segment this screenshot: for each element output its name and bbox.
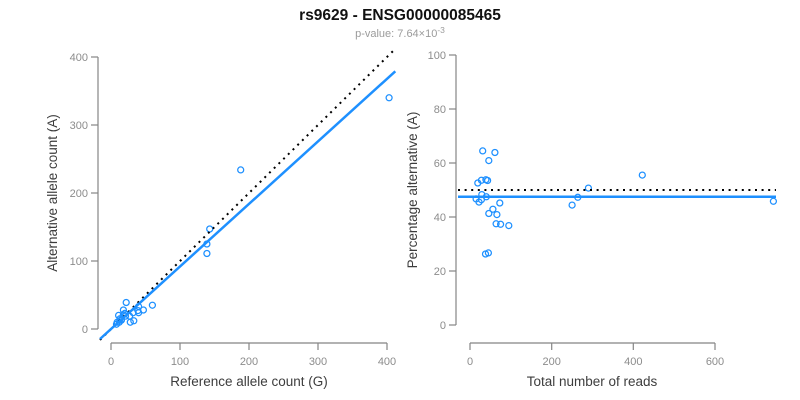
data-point xyxy=(484,249,493,257)
data-point xyxy=(505,221,513,230)
data-point xyxy=(479,147,487,155)
data-point xyxy=(475,198,483,206)
figure-title: rs9629 - ENSG00000085465 xyxy=(299,7,501,24)
data-point xyxy=(496,220,505,228)
x-tick-label: 100 xyxy=(171,356,189,368)
figure-subtitle: p-value: 7.64×10-3 xyxy=(355,25,445,40)
data-point xyxy=(121,312,130,320)
data-point xyxy=(117,316,126,324)
data-point xyxy=(485,209,493,218)
x-tick-label: 0 xyxy=(108,356,114,368)
fit-line xyxy=(99,70,397,340)
data-point xyxy=(206,225,214,233)
y-tick-label: 60 xyxy=(434,158,446,170)
data-point xyxy=(489,205,497,213)
left-axes: 0 100 200 300 400 0 100 200 300 400 xyxy=(70,52,397,368)
data-point xyxy=(139,306,148,314)
scatter-pct-vs-reads: 0 20 40 60 80 100 0 200 400 600 Total number of r… xyxy=(405,50,778,389)
data-point xyxy=(203,249,211,258)
data-point xyxy=(130,317,138,325)
x-tick-label: 200 xyxy=(543,356,561,368)
y-tick-label: 0 xyxy=(440,320,446,332)
scatter-ref-vs-alt: 0 100 200 300 400 0 100 200 300 400 Reference all… xyxy=(45,48,397,389)
right-data-marks xyxy=(458,147,778,258)
y-tick-label: 100 xyxy=(428,50,446,62)
left-x-axis-title: Reference allele count (G) xyxy=(170,374,328,389)
x-tick-label: 200 xyxy=(240,356,258,368)
data-point xyxy=(385,94,393,102)
data-point xyxy=(237,166,245,174)
pvalue-text: p-value: 7.64×10 xyxy=(355,28,437,40)
data-point xyxy=(568,201,576,209)
left-data-marks xyxy=(99,48,397,341)
data-point xyxy=(485,156,493,165)
data-point xyxy=(115,318,123,326)
data-point xyxy=(483,176,492,185)
identity-line xyxy=(99,48,397,341)
data-point xyxy=(119,306,128,314)
data-point xyxy=(496,199,504,207)
data-point xyxy=(584,184,593,192)
data-point xyxy=(638,171,646,179)
pvalue-exponent: -3 xyxy=(437,25,445,35)
data-point xyxy=(493,210,501,219)
x-tick-label: 300 xyxy=(309,356,327,368)
y-tick-label: 20 xyxy=(434,266,446,278)
data-point xyxy=(769,197,778,205)
x-tick-label: 600 xyxy=(706,356,724,368)
x-tick-label: 400 xyxy=(624,356,642,368)
data-point xyxy=(126,318,134,326)
data-point xyxy=(122,298,130,307)
data-point xyxy=(492,220,500,228)
y-tick-label: 300 xyxy=(70,120,88,132)
y-tick-label: 100 xyxy=(70,256,88,268)
y-tick-label: 200 xyxy=(70,188,88,200)
right-axes: 0 20 40 60 80 100 0 200 400 600 xyxy=(428,50,725,368)
data-point xyxy=(491,148,499,157)
x-tick-label: 0 xyxy=(467,356,473,368)
right-y-axis-title: Percentage alternative (A) xyxy=(405,112,420,269)
y-tick-label: 40 xyxy=(434,212,446,224)
left-y-axis-title: Alternative allele count (A) xyxy=(45,114,60,272)
right-x-axis-title: Total number of reads xyxy=(527,374,658,389)
y-tick-label: 0 xyxy=(82,324,88,336)
data-point xyxy=(148,301,157,309)
y-tick-label: 400 xyxy=(70,52,88,64)
x-tick-label: 400 xyxy=(378,356,396,368)
y-tick-label: 80 xyxy=(434,104,446,116)
